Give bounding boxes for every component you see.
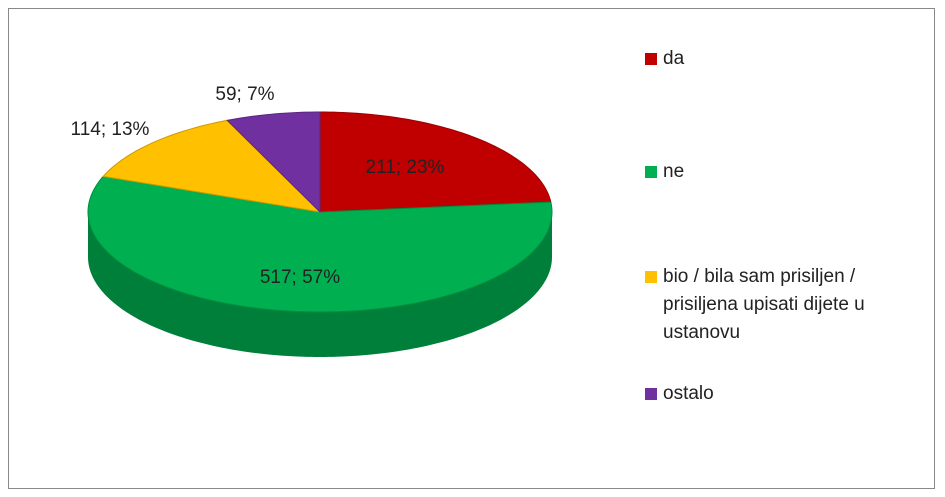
- data-label: 114; 13%: [71, 119, 150, 140]
- legend-item: ostalo: [645, 380, 935, 408]
- chart-frame: [8, 8, 935, 489]
- data-label: 517; 57%: [260, 267, 340, 288]
- legend-swatch: [645, 166, 657, 178]
- legend-item: da: [645, 45, 935, 73]
- data-label: 59; 7%: [215, 84, 274, 105]
- legend-swatch: [645, 53, 657, 65]
- slice-side: [88, 212, 552, 357]
- slice: [87, 175, 553, 313]
- legend-item: ne: [645, 158, 935, 186]
- slice: [226, 111, 321, 214]
- legend-label: ostalo: [663, 383, 714, 404]
- slice: [102, 119, 322, 213]
- legend-label: bio / bila sam prisiljen / prisiljena up…: [663, 266, 865, 343]
- legend-item: bio / bila sam prisiljen / prisiljena up…: [645, 263, 935, 347]
- data-label: 211; 23%: [366, 157, 445, 178]
- legend-swatch: [645, 388, 657, 400]
- legend-swatch: [645, 271, 657, 283]
- legend-label: ne: [663, 161, 685, 182]
- slice: [319, 111, 552, 213]
- legend-label: da: [663, 48, 685, 69]
